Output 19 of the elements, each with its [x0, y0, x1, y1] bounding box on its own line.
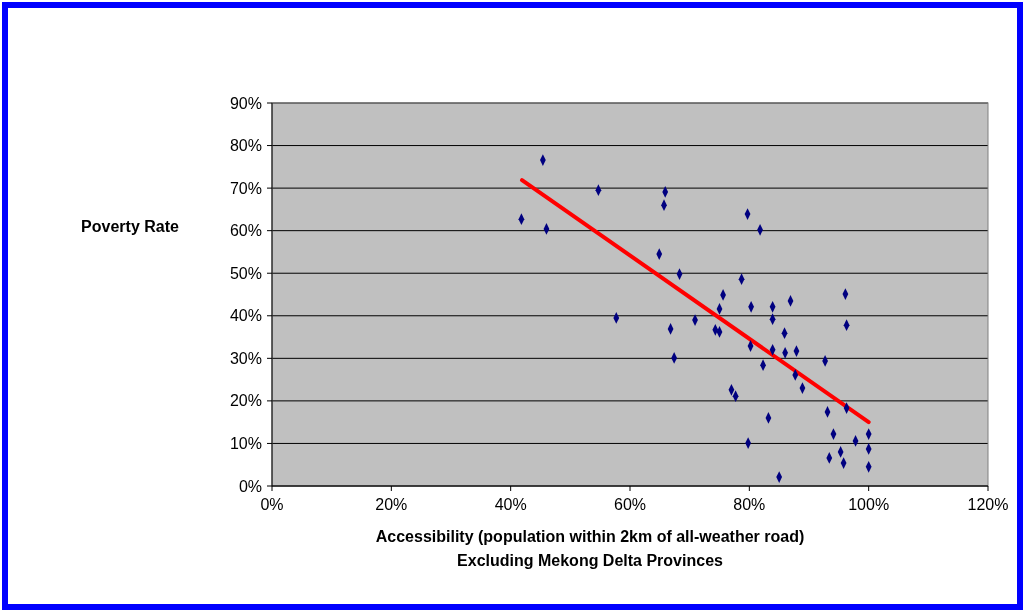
y-tick-label: 0% [238, 477, 262, 495]
x-tick-label: 20% [375, 496, 408, 513]
y-tick-label: 60% [229, 222, 262, 240]
x-tick-label: 40% [494, 496, 527, 513]
x-axis-title: Accessibility (population within 2km of all-weather road) Excluding Mekong Delta Provinces [375, 528, 805, 569]
x-tick-label: 80% [733, 496, 766, 513]
y-tick-label: 40% [229, 307, 262, 325]
x-tick-label: 100% [848, 496, 890, 513]
y-tick-label: 90% [229, 94, 262, 112]
y-tick-label: 20% [229, 392, 262, 410]
y-tick-label: 30% [229, 349, 262, 367]
y-tick-label: 80% [229, 137, 262, 155]
x-tick-label: 0% [260, 496, 284, 513]
y-axis-title: Poverty Rate [81, 217, 180, 235]
y-tick-label: 50% [229, 264, 262, 282]
y-tick-label: 70% [229, 179, 262, 197]
x-tick-label: 60% [613, 496, 647, 513]
y-tick-label: 10% [229, 435, 262, 453]
x-tick-label: 120% [967, 496, 1009, 513]
